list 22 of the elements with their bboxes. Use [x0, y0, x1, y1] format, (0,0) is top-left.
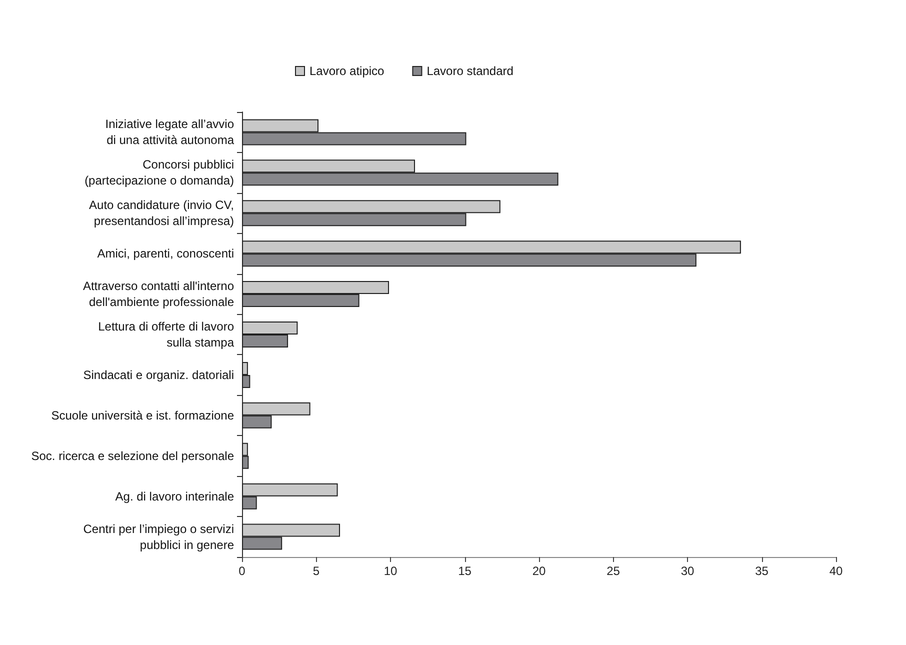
y-tick-label: Attraverso contatti all'interno dell'ambiente professionale: [82, 279, 234, 310]
y-tick-label: Sindacati e organiz. datoriali: [83, 368, 234, 382]
y-tick-label: Concorsi pubblici (partecipazione o domanda): [84, 158, 234, 188]
x-tick-label: 5: [312, 564, 320, 578]
y-tick-label: Amici, parenti, conoscenti: [97, 246, 234, 261]
x-tick-label: 25: [606, 564, 620, 578]
x-tick-label: 20: [532, 564, 546, 578]
y-tick-label: Centri per l’impiego o servizi pubblici in genere: [83, 522, 234, 552]
legend-label: Lavoro standard: [426, 64, 514, 78]
legend-label: Lavoro atipico: [310, 64, 385, 78]
y-tick-label: Soc. ricerca e selezione del personale: [31, 448, 234, 463]
y-tick-label: Auto candidature (invio CV, presentandosi all’impresa): [89, 198, 234, 228]
x-tick-label: 15: [458, 564, 472, 578]
x-tick-label: 0: [238, 564, 246, 578]
x-tick-label: 10: [384, 564, 398, 578]
y-tick-label: Ag. di lavoro interinale: [115, 489, 234, 504]
y-tick-label: Scuole università e ist. formazione: [51, 408, 234, 422]
x-tick-label: 30: [680, 564, 694, 578]
y-tick-label: Iniziative legate all’avvio di una attività autonoma: [105, 117, 234, 148]
x-tick-label: 35: [755, 564, 769, 578]
x-tick-label: 40: [829, 564, 843, 578]
y-tick-label: Lettura di offerte di lavoro sulla stampa: [98, 320, 234, 350]
